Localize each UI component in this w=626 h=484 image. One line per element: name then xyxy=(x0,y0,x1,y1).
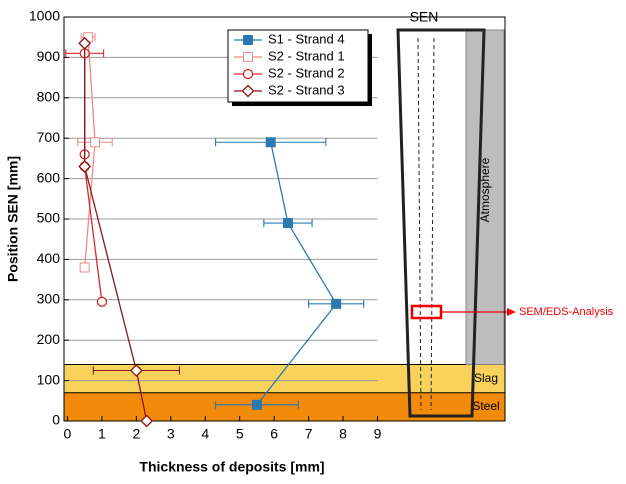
legend-marker xyxy=(241,84,255,98)
region-label: Steel xyxy=(472,399,499,413)
y-tick-label: 100 xyxy=(37,371,61,387)
y-tick-label: 200 xyxy=(37,331,61,347)
x-tick-label: 3 xyxy=(167,426,175,442)
x-tick-label: 9 xyxy=(374,426,382,442)
point xyxy=(140,414,154,428)
x-tick-label: 1 xyxy=(98,426,106,442)
legend-label: S2 - Strand 1 xyxy=(268,48,345,63)
legend-label: S2 - Strand 2 xyxy=(268,65,345,80)
sen-bore xyxy=(417,37,422,411)
point xyxy=(129,364,143,377)
region-label: Slag xyxy=(474,371,498,385)
y-tick-label: 700 xyxy=(37,129,61,145)
point xyxy=(90,137,101,148)
point xyxy=(78,36,92,50)
analysis-arrowhead xyxy=(507,308,516,316)
series-line xyxy=(84,43,148,422)
point xyxy=(282,218,293,229)
point xyxy=(96,296,108,307)
x-tick-label: 0 xyxy=(64,426,72,442)
y-tick-label: 0 xyxy=(52,412,60,428)
atmosphere-box xyxy=(465,29,505,365)
atmosphere-label: Atmosphere xyxy=(478,157,492,222)
y-tick-label: 600 xyxy=(37,169,61,185)
x-tick-label: 4 xyxy=(201,426,209,442)
legend-marker xyxy=(242,68,254,80)
point xyxy=(331,298,342,309)
x-tick-label: 7 xyxy=(305,426,313,442)
y-tick-label: 800 xyxy=(37,89,61,105)
point xyxy=(265,137,276,148)
x-tick-label: 5 xyxy=(236,426,244,442)
analysis-label: SEM/EDS-Analysis xyxy=(519,306,614,318)
x-axis-title: Thickness of deposits [mm] xyxy=(139,459,324,475)
y-tick-label: 400 xyxy=(37,250,61,266)
y-tick-label: 300 xyxy=(37,291,61,307)
legend-label: S1 - Strand 4 xyxy=(268,31,345,46)
point xyxy=(251,399,262,410)
series-line xyxy=(256,142,337,406)
legend-label: S2 - Strand 3 xyxy=(268,82,345,97)
point xyxy=(78,160,92,173)
plot-frame xyxy=(63,16,506,422)
x-tick-label: 2 xyxy=(132,426,140,442)
x-tick-label: 6 xyxy=(270,426,278,442)
legend-marker xyxy=(243,52,253,62)
y-tick-label: 1000 xyxy=(29,8,60,24)
sen-bore xyxy=(430,37,435,411)
sen-outline xyxy=(396,28,486,418)
y-tick-label: 500 xyxy=(37,210,61,226)
y-tick-label: 900 xyxy=(37,48,61,64)
y-axis-title: Position SEN [mm] xyxy=(5,156,21,282)
legend-marker xyxy=(243,35,253,45)
x-tick-label: 8 xyxy=(339,426,347,442)
point xyxy=(79,262,90,273)
analysis-box xyxy=(410,304,443,320)
